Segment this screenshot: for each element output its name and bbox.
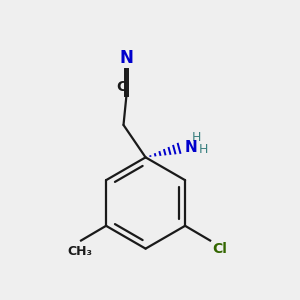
Text: H: H — [199, 143, 208, 156]
Text: N: N — [185, 140, 198, 154]
Text: Cl: Cl — [212, 242, 227, 256]
Text: N: N — [119, 49, 134, 67]
Text: C: C — [116, 80, 126, 94]
Text: H: H — [192, 131, 201, 144]
Text: CH₃: CH₃ — [67, 245, 92, 258]
